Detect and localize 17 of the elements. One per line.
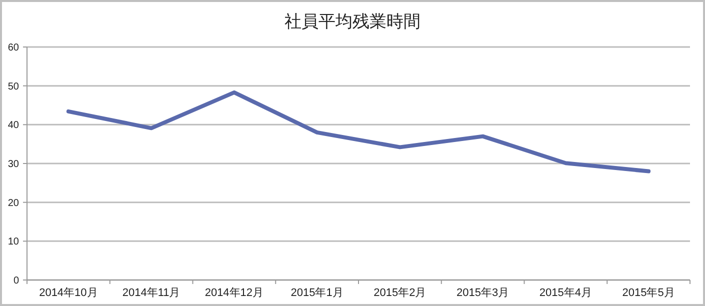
x-tick-label: 2014年12月: [204, 287, 264, 299]
y-tick-label: 10: [8, 236, 20, 248]
x-tick-label: 2014年11月: [122, 287, 180, 299]
x-tick-label: 2015年1月: [290, 287, 344, 299]
y-tick-label: 0: [13, 276, 20, 286]
line-series: [66, 90, 651, 174]
chart-title: 社員平均残業時間: [284, 12, 420, 31]
y-tick-label: 20: [8, 198, 20, 209]
x-tick-label: 2015年2月: [374, 287, 426, 299]
x-tick-label: 2015年3月: [456, 287, 510, 299]
x-tick-label: 2015年5月: [622, 287, 675, 299]
y-tick-label: 40: [8, 120, 20, 132]
y-tick-label: 30: [8, 159, 20, 170]
x-tick-label: 2014年10月: [39, 287, 98, 299]
y-tick-label: 50: [8, 81, 20, 92]
x-tick-label: 2015年4月: [539, 287, 592, 299]
y-tick-label: 60: [8, 42, 20, 54]
